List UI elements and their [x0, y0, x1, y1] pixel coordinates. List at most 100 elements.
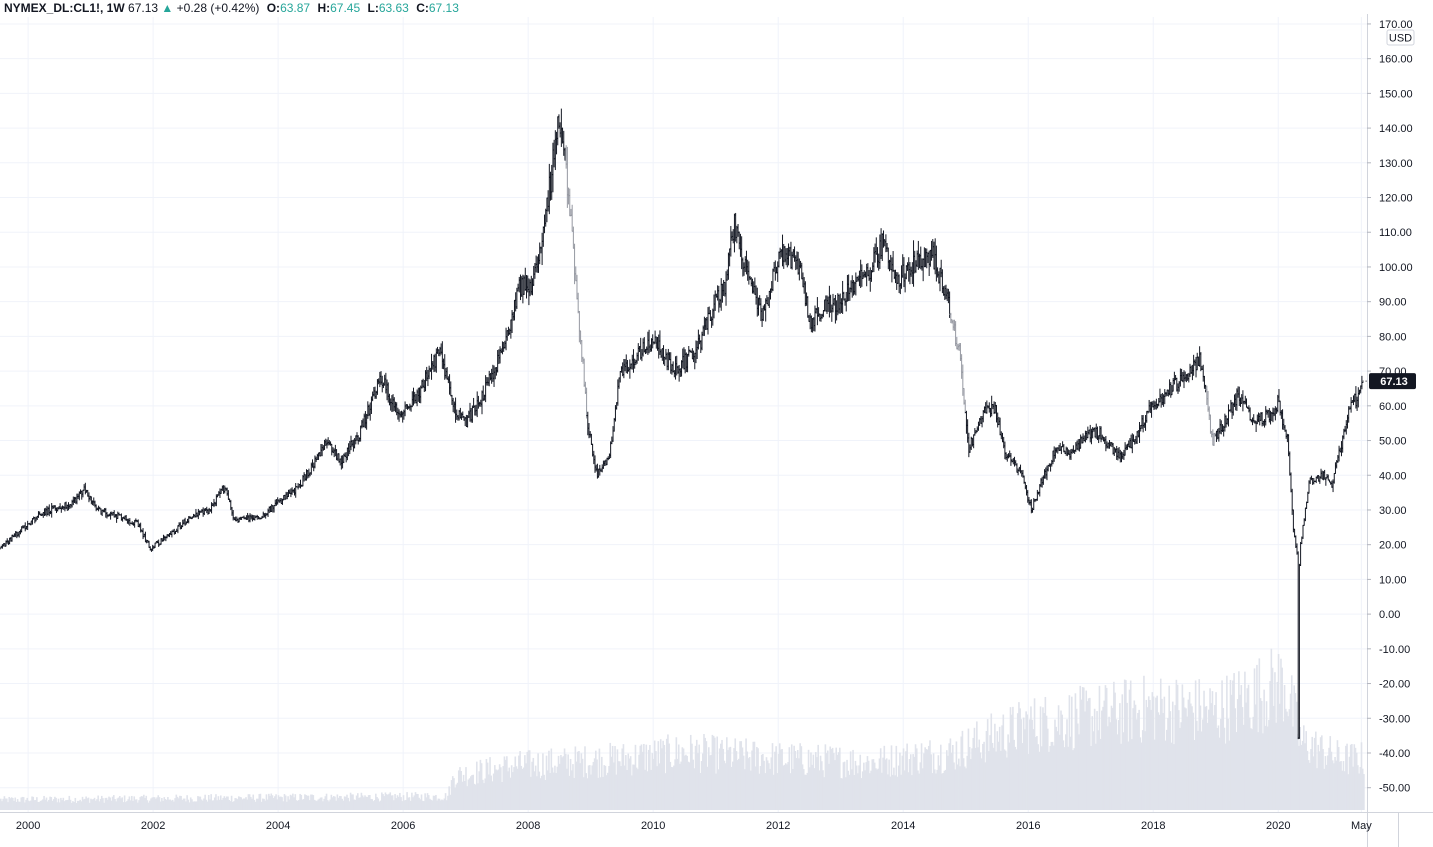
volume-bar — [1325, 764, 1328, 810]
volume-bar — [1131, 739, 1133, 810]
volume-bar — [1361, 768, 1364, 810]
volume-bar — [707, 747, 710, 810]
volume-bar — [1173, 744, 1175, 810]
volume-bar — [907, 772, 910, 810]
volume-bar — [445, 800, 448, 810]
volume-bar — [219, 795, 222, 810]
volume-bar — [686, 755, 688, 810]
volume-bar — [854, 760, 857, 810]
volume-bar — [582, 777, 585, 810]
volume-bar — [1229, 679, 1232, 810]
price-axis[interactable]: 170.00 160.00 150.00 140.00 130.00 120.00 110.… — [1367, 19, 1413, 795]
volume-bar — [494, 765, 496, 810]
volume-bar — [9, 798, 12, 810]
volume-bar — [1045, 715, 1048, 810]
volume-bar — [588, 765, 591, 810]
volume-bar — [1296, 733, 1299, 810]
volume-bar — [794, 750, 797, 810]
volume-bar — [263, 798, 265, 810]
volume-bar — [298, 799, 300, 810]
x-tick-label: 2004 — [266, 820, 290, 832]
volume-bar — [1153, 739, 1156, 810]
volume-bar — [704, 737, 706, 810]
volume-bar — [1247, 684, 1250, 810]
volume-bar — [670, 766, 673, 810]
volume-bar — [965, 768, 967, 810]
volume-bar — [1304, 743, 1306, 810]
currency-badge[interactable]: USD — [1386, 29, 1415, 46]
volume-bar — [830, 749, 833, 810]
volume-bar — [814, 752, 817, 810]
volume-bar — [789, 773, 792, 810]
volume-bar — [1197, 730, 1199, 810]
volume-bar — [823, 777, 825, 810]
volume-bar — [650, 769, 652, 810]
volume-bar — [1254, 704, 1257, 810]
volume-bar — [19, 801, 21, 810]
volume-bar — [332, 796, 335, 810]
volume-bar — [1227, 718, 1229, 810]
volume-bar — [74, 797, 77, 810]
volume-bar — [479, 759, 482, 810]
volume-bar — [1078, 734, 1080, 810]
volume-bar — [1002, 714, 1005, 810]
volume-bar — [933, 769, 936, 810]
volume-bar — [841, 778, 844, 810]
volume-bar — [270, 793, 273, 810]
volume-bar — [1032, 729, 1035, 810]
volume-bar — [308, 800, 311, 810]
y-tick-label: 10.00 — [1379, 574, 1407, 586]
volume-bar — [611, 745, 614, 810]
volume-bar — [735, 751, 738, 810]
volume-bar — [673, 765, 675, 810]
volume-bar — [595, 750, 597, 810]
volume-bar — [512, 772, 514, 810]
volume-bar — [204, 794, 206, 810]
volume-bar — [472, 774, 474, 810]
volume-bar — [1049, 746, 1051, 810]
volume-bar — [741, 747, 744, 810]
volume-bar — [257, 798, 259, 810]
volume-bar — [671, 767, 674, 810]
volume-bar — [539, 778, 542, 810]
volume-bar — [728, 747, 731, 810]
volume-bar — [1228, 740, 1231, 810]
volume-bar — [502, 766, 505, 810]
volume-bar — [526, 751, 529, 810]
volume-bar — [765, 757, 768, 810]
volume-bar — [120, 798, 122, 810]
volume-bar — [80, 801, 83, 810]
volume-bar — [1253, 668, 1256, 810]
volume-bar — [826, 750, 829, 810]
volume-bar — [423, 801, 425, 810]
volume-bar — [701, 753, 704, 810]
volume-bar — [7, 802, 9, 810]
volume-bar — [57, 798, 60, 810]
volume-bar — [320, 797, 323, 810]
volume-bar — [788, 747, 791, 810]
volume-bar — [1137, 713, 1139, 810]
volume-bar — [1352, 766, 1354, 810]
volume-bar — [307, 795, 310, 810]
volume-bar — [932, 753, 935, 810]
volume-bar — [1346, 743, 1348, 810]
volume-bar — [222, 797, 224, 810]
volume-bar — [56, 802, 59, 810]
time-axis[interactable]: 2000 2002 2004 2006 2008 2010 2012 2014 2016 2018… — [16, 820, 1372, 832]
volume-bar — [1068, 695, 1071, 810]
x-tick-label: 2018 — [1141, 820, 1165, 832]
volume-bar — [167, 797, 169, 810]
volume-bar — [466, 786, 468, 810]
volume-bar — [146, 800, 149, 810]
volume-bar — [265, 794, 268, 810]
volume-bar — [1090, 745, 1092, 810]
volume-bar — [1014, 746, 1017, 810]
volume-bar — [51, 800, 54, 810]
volume-bar — [1179, 727, 1181, 810]
volume-bar — [165, 799, 168, 810]
volume-bar — [894, 775, 896, 810]
volume-bar — [81, 796, 84, 810]
volume-bar — [911, 775, 913, 810]
volume-bar — [885, 758, 888, 810]
